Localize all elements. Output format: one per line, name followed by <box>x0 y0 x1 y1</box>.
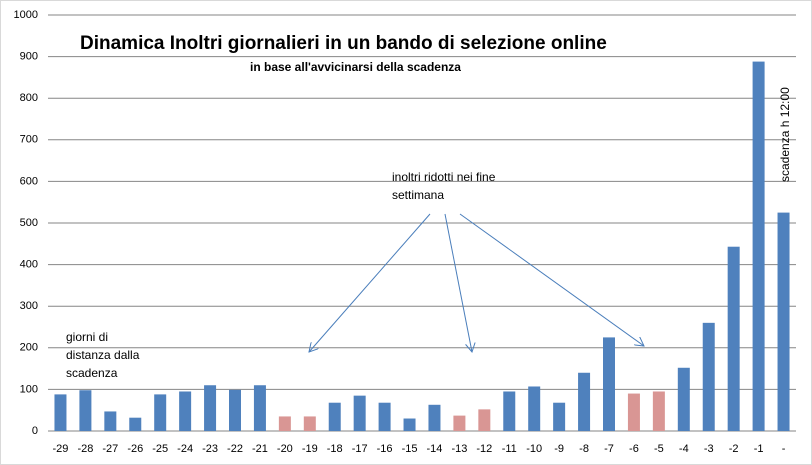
x-tick-label: -8 <box>579 443 589 455</box>
bar <box>453 415 466 431</box>
bar <box>777 212 790 431</box>
y-tick-label: 1000 <box>14 9 38 21</box>
x-tick-label: -9 <box>554 443 564 455</box>
x-tick-label: -22 <box>227 443 243 455</box>
x-tick-label: -25 <box>152 443 168 455</box>
bar <box>378 402 391 431</box>
bar <box>54 394 67 431</box>
bar <box>503 391 516 431</box>
x-tick-label: -13 <box>451 443 467 455</box>
bar <box>79 390 92 431</box>
bar <box>702 322 715 431</box>
x-tick-label: -27 <box>102 443 118 455</box>
x-tick-label: -11 <box>502 443 517 455</box>
chart-title: Dinamica Inoltri giornalieri in un bando… <box>80 33 607 54</box>
x-tick-label: -19 <box>302 443 318 455</box>
x-tick-label: -28 <box>77 443 93 455</box>
annotation: scadenza h 12:00 <box>778 87 792 182</box>
x-tick-label: -2 <box>729 443 739 455</box>
bar <box>179 391 192 431</box>
x-tick-label: -10 <box>526 443 542 455</box>
annotation: inoltri ridotti nei fine <box>392 170 496 184</box>
y-tick-label: 200 <box>20 342 38 354</box>
x-tick-label: -23 <box>202 443 218 455</box>
y-tick-label: 400 <box>20 259 38 271</box>
x-tick-label: -3 <box>704 443 714 455</box>
bar <box>752 61 765 431</box>
bar <box>553 402 566 431</box>
bar <box>229 389 241 431</box>
chart-subtitle: in base all'avvicinarsi della scadenza <box>250 60 461 74</box>
y-tick-label: 300 <box>20 300 38 312</box>
bar <box>403 418 416 431</box>
y-tick-label: 0 <box>32 425 38 437</box>
x-tick-label: -20 <box>277 443 293 455</box>
x-tick-label: -21 <box>252 443 268 455</box>
bar <box>528 386 541 431</box>
bar <box>328 402 341 431</box>
x-tick-label: - <box>782 443 786 455</box>
y-tick-label: 700 <box>20 134 38 146</box>
x-tick-label: -4 <box>679 443 689 455</box>
bar <box>204 385 217 431</box>
y-tick-label: 800 <box>20 92 38 104</box>
x-tick-label: -15 <box>402 443 418 455</box>
x-tick-label: -24 <box>177 443 193 455</box>
annotation: scadenza <box>66 366 118 380</box>
y-tick-label: 500 <box>20 217 38 229</box>
bar <box>428 404 441 431</box>
x-tick-label: -12 <box>476 443 492 455</box>
bar <box>677 367 690 431</box>
x-tick-label: -7 <box>604 443 614 455</box>
x-tick-label: -29 <box>53 443 69 455</box>
bar <box>154 394 167 431</box>
bar <box>478 409 491 431</box>
bar <box>303 416 316 431</box>
bar <box>353 395 366 431</box>
bar <box>278 416 291 431</box>
x-tick-label: -16 <box>377 443 393 455</box>
bar <box>627 393 640 431</box>
y-tick-label: 100 <box>20 383 38 395</box>
x-tick-label: -14 <box>427 443 443 455</box>
x-tick-label: -17 <box>352 443 368 455</box>
x-tick-label: -26 <box>127 443 143 455</box>
bar <box>104 411 117 431</box>
annotation: giorni di <box>66 330 108 344</box>
annotation: distanza dalla <box>66 348 140 362</box>
bar <box>578 372 591 431</box>
bar <box>727 246 740 431</box>
y-tick-label: 600 <box>20 175 38 187</box>
x-tick-label: -18 <box>327 443 343 455</box>
bar <box>652 391 665 431</box>
x-tick-label: -6 <box>629 443 639 455</box>
bar <box>129 417 142 431</box>
annotation: settimana <box>392 188 444 202</box>
y-tick-label: 900 <box>20 51 38 63</box>
x-tick-label: -5 <box>654 443 664 455</box>
x-tick-label: -1 <box>754 443 764 455</box>
bar <box>603 337 615 431</box>
bar <box>253 385 266 431</box>
arrows <box>309 213 644 352</box>
